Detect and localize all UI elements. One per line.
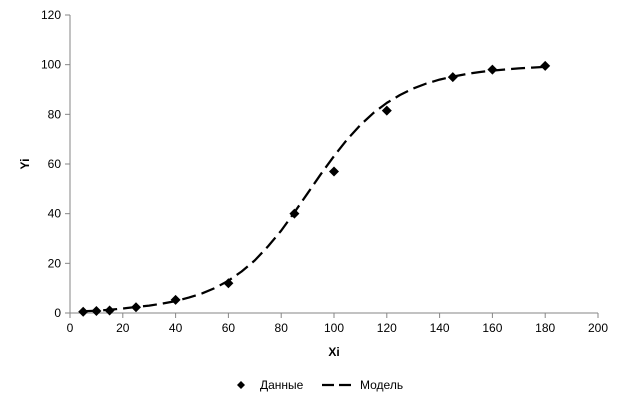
x-tick-label: 200	[588, 321, 608, 335]
x-tick-label: 140	[430, 321, 450, 335]
x-axis-title: Xi	[328, 345, 339, 359]
data-point	[91, 306, 102, 317]
x-tick-label: 120	[377, 321, 397, 335]
y-tick-label: 40	[48, 207, 62, 221]
axes: 0 20 40 60 80 100 120 140 160 180 200 0 20 40 60 80 100 1…	[41, 8, 608, 335]
data-series	[78, 60, 551, 317]
data-point	[381, 105, 392, 116]
y-tick-label: 60	[48, 157, 62, 171]
data-point	[329, 166, 339, 177]
legend-label-model: Модель	[360, 378, 403, 392]
legend-label-data: Данные	[260, 378, 304, 392]
data-point	[170, 294, 181, 305]
data-point	[540, 60, 551, 71]
y-tick-label: 20	[48, 256, 62, 270]
x-tick-label: 0	[67, 321, 74, 335]
legend: Данные Модель	[237, 378, 403, 392]
model-line	[83, 65, 546, 313]
y-tick-label: 80	[48, 107, 62, 121]
x-tick-label: 20	[116, 321, 130, 335]
x-tick-label: 160	[482, 321, 502, 335]
data-point	[78, 306, 89, 317]
y-tick-label: 120	[41, 8, 61, 22]
data-point	[131, 302, 141, 313]
x-tick-label: 80	[275, 321, 289, 335]
x-tick-label: 180	[535, 321, 555, 335]
y-tick-label: 100	[41, 58, 61, 72]
data-point	[447, 72, 458, 83]
data-point	[487, 64, 498, 75]
x-tick-label: 40	[169, 321, 183, 335]
x-tick-label: 100	[324, 321, 344, 335]
y-axis-title: Yi	[18, 159, 32, 170]
data-point	[104, 305, 115, 316]
model-series	[83, 65, 546, 313]
data-point	[289, 208, 300, 219]
y-tick-label: 0	[54, 306, 61, 320]
x-tick-label: 60	[222, 321, 236, 335]
legend-marker-data	[237, 381, 245, 389]
data-point	[223, 278, 234, 289]
